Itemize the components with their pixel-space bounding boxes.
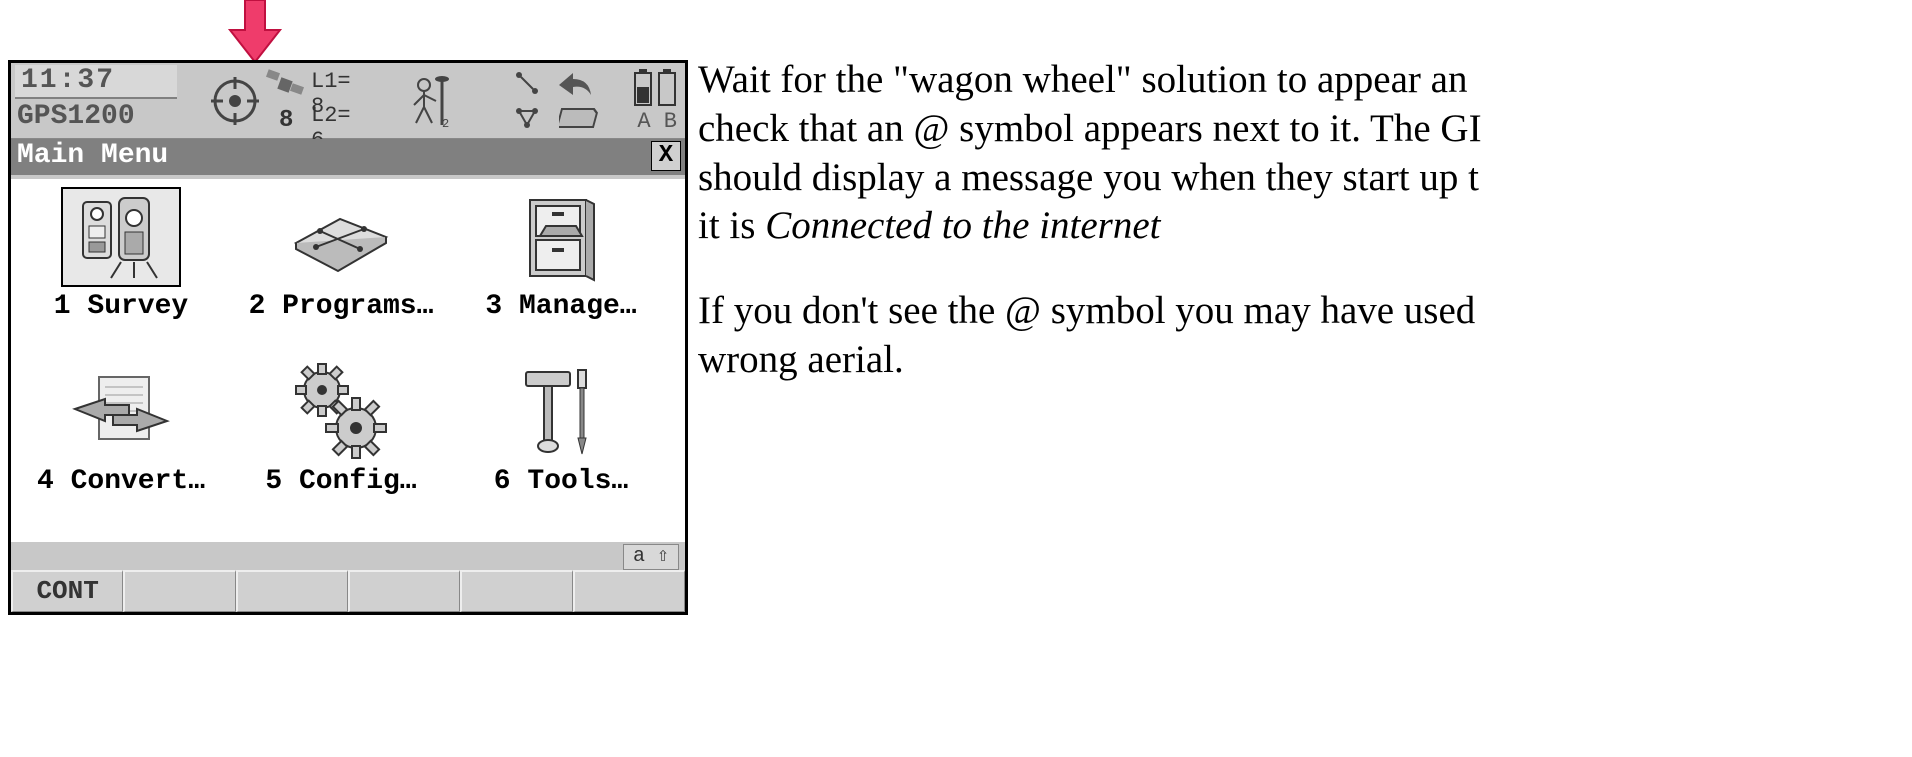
text-line: If you don't see the @ symbol you may ha…: [698, 289, 1475, 332]
input-mode-indicator: a ⇧: [623, 544, 679, 570]
device-label: GPS1200: [15, 101, 177, 135]
satellite-icon: [265, 67, 305, 106]
link-icon: [513, 69, 541, 102]
device-screen: 11:37 GPS1200 8: [8, 60, 688, 615]
menu-item-config[interactable]: 5 Config…: [231, 354, 451, 497]
title-bar: Main Menu X: [11, 139, 685, 175]
satellite-count: 8: [279, 107, 293, 134]
card-icon: [559, 105, 603, 136]
menu-label: 2 Programs…: [231, 291, 451, 322]
menu-label: 1 Survey: [11, 291, 231, 322]
pointer-arrow: [225, 0, 285, 65]
softkey-f4[interactable]: [348, 570, 460, 612]
text-italic: Connected to the internet: [765, 204, 1160, 247]
manage-icon: [501, 187, 621, 287]
tools-icon: [501, 362, 621, 462]
softkey-f5[interactable]: [460, 570, 572, 612]
softkey-f6[interactable]: [573, 570, 685, 612]
svg-text:2: 2: [442, 117, 449, 129]
menu-label: 3 Manage…: [451, 291, 671, 322]
config-icon: [281, 362, 401, 462]
signal-icon: [513, 105, 541, 136]
battery-ab-label: A B: [637, 109, 677, 134]
menu-label: 6 Tools…: [451, 466, 671, 497]
softkey-f1[interactable]: CONT: [11, 570, 123, 612]
menu-item-convert[interactable]: 4 Convert…: [11, 354, 231, 497]
arrow-reply-icon: [555, 69, 595, 104]
text-line: wrong aerial.: [698, 338, 904, 381]
softkey-bar: CONT: [11, 570, 685, 612]
text-line: check that an @ symbol appears next to i…: [698, 107, 1482, 150]
crosshair-icon: [211, 77, 259, 130]
menu-item-programs[interactable]: 2 Programs…: [231, 179, 451, 322]
menu-label: 5 Config…: [231, 466, 451, 497]
text-line: Wait for the "wagon wheel" solution to a…: [698, 58, 1467, 101]
survey-icon: [61, 187, 181, 287]
status-right: A B: [505, 63, 685, 139]
status-bar: 11:37 GPS1200 8: [11, 63, 685, 139]
rover-icon: 2: [406, 73, 456, 134]
text-line: should display a message you when they s…: [698, 156, 1479, 199]
text-line: it is: [698, 204, 765, 247]
menu-item-manage[interactable]: 3 Manage…: [451, 179, 671, 322]
menu-item-survey[interactable]: 1 Survey: [11, 179, 231, 322]
title-text: Main Menu: [17, 140, 168, 171]
menu-label: 4 Convert…: [11, 466, 231, 497]
convert-icon: [61, 362, 181, 462]
close-button[interactable]: X: [651, 141, 681, 171]
main-menu-grid: 1 Survey 2 Programs…: [11, 179, 685, 542]
softkey-f2[interactable]: [123, 570, 235, 612]
time-display: 11:37: [15, 65, 177, 99]
programs-icon: [281, 187, 401, 287]
softkey-f3[interactable]: [236, 570, 348, 612]
battery-icon: [631, 67, 679, 114]
menu-item-tools[interactable]: 6 Tools…: [451, 354, 671, 497]
status-left: 11:37 GPS1200: [11, 63, 206, 139]
instruction-text: Wait for the "wagon wheel" solution to a…: [698, 56, 1912, 421]
